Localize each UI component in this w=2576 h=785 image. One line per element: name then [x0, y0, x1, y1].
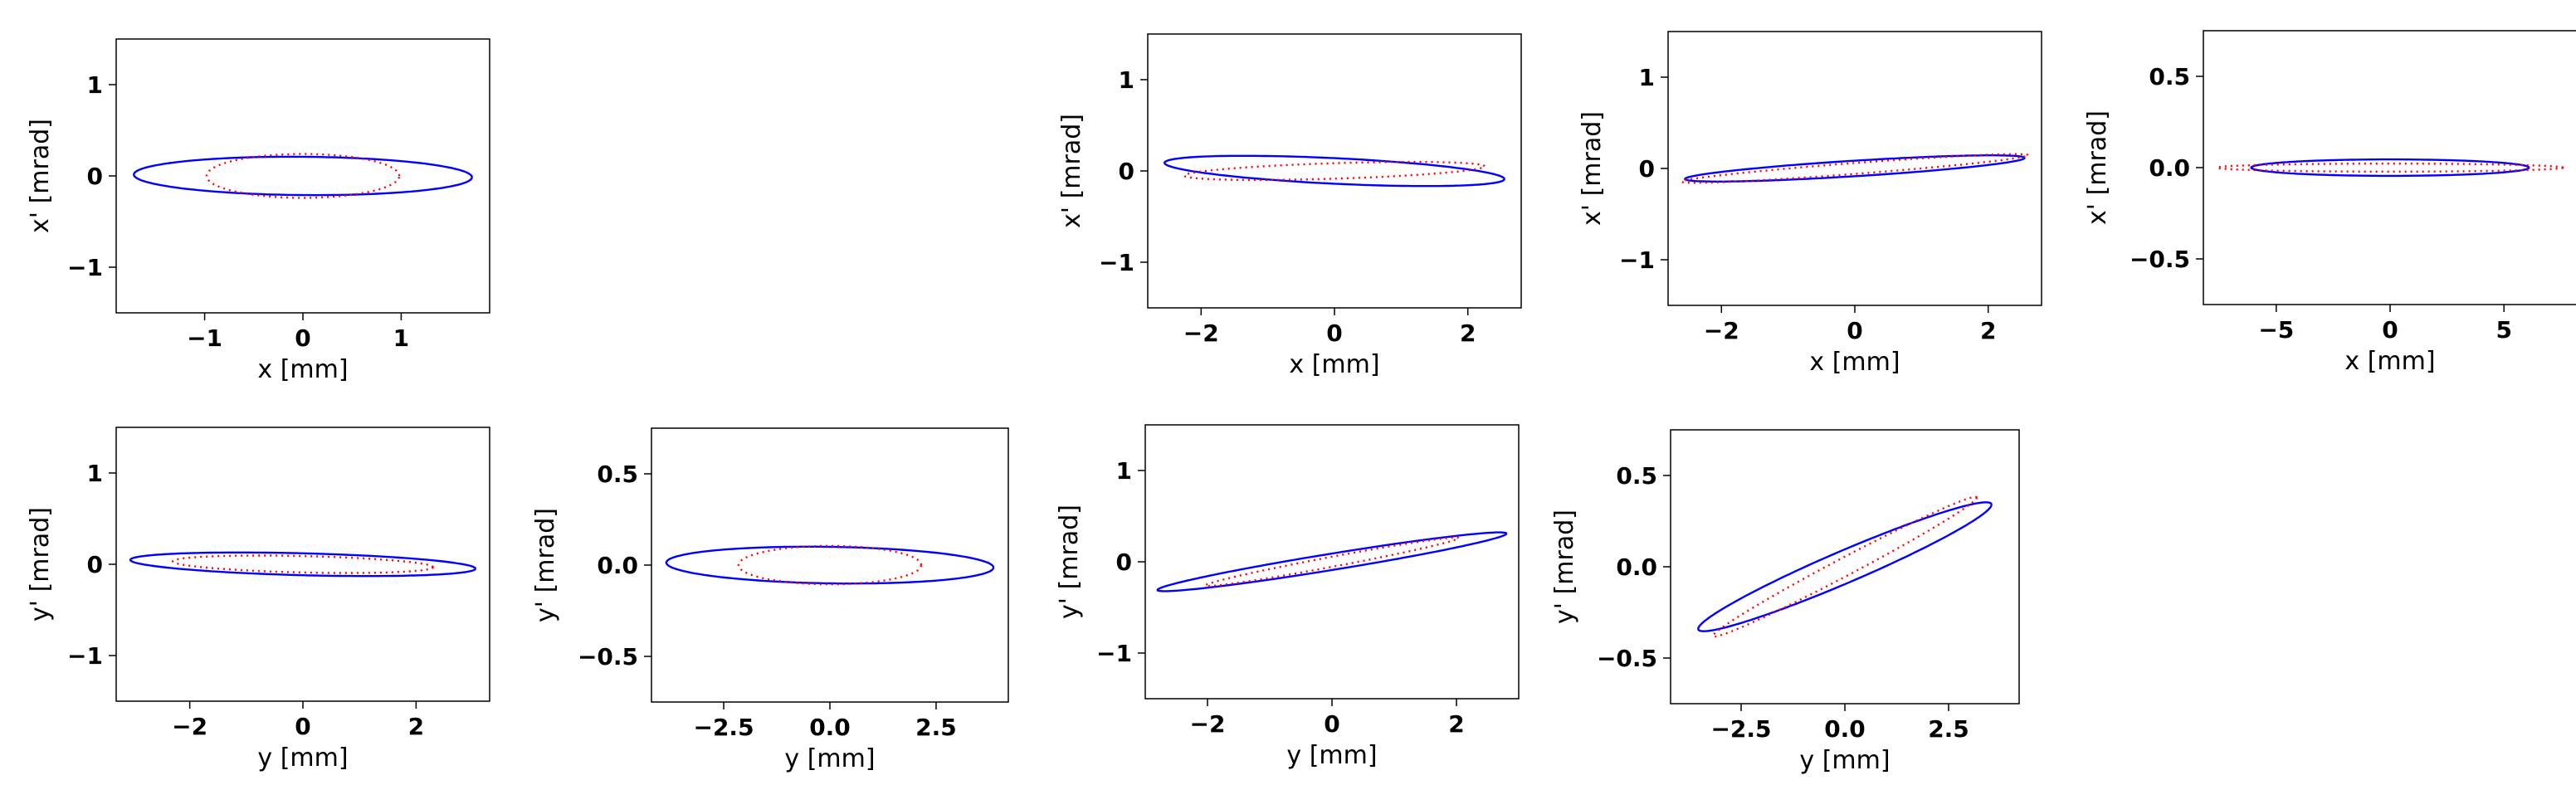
x-tick-label: −2 [1704, 317, 1739, 344]
ellipse-dotted-1 [1681, 153, 2029, 184]
x-tick-label: 2 [1448, 710, 1464, 738]
x-tick-label: 2 [1980, 317, 1996, 344]
y-axis-label: y' [mrad] [1055, 505, 1084, 619]
panel-row1-col4: −2 0 2 −1 0 1 x [mm] x' [mrad] [1578, 31, 2042, 377]
panel-row2-col1: −2 0 2 −1 0 1 y [mm] y' [mrad] [26, 427, 490, 773]
ellipse-dotted-1 [171, 554, 434, 574]
y-tick-label: 0.0 [2149, 154, 2190, 182]
x-axis-label: y [mm] [1799, 746, 1890, 775]
axes-frame [1670, 429, 2020, 705]
x-axis-label: y [mm] [1286, 741, 1377, 770]
panel-row2-col3: −2 0 2 −1 0 1 y [mm] y' [mrad] [1055, 424, 1520, 770]
y-tick-label: 0 [87, 163, 103, 190]
y-tick-label: 0.0 [597, 552, 638, 579]
y-tick-label: 0.5 [597, 461, 638, 488]
panel-row1-col5: −5 0 5 −0.5 0.0 0.5 x [mm] x' [mrad] [2083, 30, 2576, 376]
y-tick-label: 1 [1639, 64, 1655, 91]
axes-frame [115, 38, 490, 314]
axes-frame [2203, 30, 2576, 305]
y-tick-label: −1 [1099, 249, 1134, 276]
y-tick-label: 0.0 [1616, 553, 1657, 581]
y-tick-label: 0 [1119, 158, 1134, 185]
ellipse-solid-0 [2250, 158, 2530, 178]
ellipse-solid-0 [1163, 154, 1505, 188]
panel-row1-col1: −1 0 1 −1 0 1 x [mm] x' [mrad] [26, 38, 490, 384]
y-axis-label: x' [mrad] [26, 119, 55, 233]
y-axis-label: x' [mrad] [1578, 111, 1607, 226]
x-axis-label: x [mm] [2344, 347, 2435, 376]
x-tick-label: 0 [295, 324, 310, 352]
y-tick-label: −1 [67, 642, 103, 670]
y-tick-label: −0.5 [1597, 645, 1657, 672]
ellipse-dotted-1 [1183, 160, 1486, 182]
x-tick-label: −2 [172, 713, 207, 740]
x-tick-label: 5 [2496, 316, 2511, 344]
x-tick-label: 0 [2382, 316, 2398, 344]
ellipse-solid-0 [133, 155, 473, 197]
x-axis-label: x [mm] [257, 355, 348, 384]
ellipse-dotted-1 [2216, 162, 2564, 173]
y-tick-label: −1 [1619, 246, 1655, 274]
x-tick-label: −5 [2258, 316, 2294, 344]
ellipse-solid-0 [1156, 531, 1508, 592]
x-tick-label: −1 [187, 324, 222, 352]
y-axis-label: y' [mrad] [1550, 510, 1579, 624]
axes-frame [1147, 33, 1522, 309]
y-tick-label: −0.5 [2130, 246, 2190, 273]
panel-row1-col3: −2 0 2 −1 0 1 x [mm] x' [mrad] [1057, 33, 1522, 379]
y-tick-label: 1 [1116, 457, 1132, 485]
y-tick-label: 0 [1116, 549, 1132, 576]
x-tick-label: 2 [408, 713, 424, 740]
x-tick-label: −2 [1190, 710, 1226, 738]
y-tick-label: 1 [87, 71, 103, 99]
axes-frame [115, 427, 490, 702]
x-tick-label: 0 [1326, 319, 1342, 347]
ellipse-solid-0 [1684, 154, 2026, 183]
ellipse-solid-0 [1697, 501, 1993, 632]
y-tick-label: −1 [1096, 640, 1132, 667]
x-tick-label: 0.0 [1824, 715, 1866, 743]
ellipse-solid-0 [665, 545, 995, 585]
y-axis-label: y' [mrad] [531, 508, 560, 622]
x-tick-label: −2.5 [1710, 715, 1771, 743]
x-tick-label: 1 [393, 324, 409, 352]
x-axis-label: y [mm] [257, 744, 348, 773]
x-tick-label: 2.5 [1928, 715, 1969, 743]
x-tick-label: 2 [1460, 319, 1476, 347]
x-axis-label: y [mm] [784, 744, 875, 773]
x-tick-label: 2.5 [915, 714, 957, 741]
y-tick-label: 1 [1119, 66, 1134, 94]
x-tick-label: 0 [1324, 710, 1339, 738]
axes-frame [651, 427, 1009, 703]
y-tick-label: 0 [1639, 155, 1655, 183]
x-tick-label: 0 [1847, 317, 1862, 344]
ellipse-dotted-1 [1204, 536, 1460, 588]
ellipse-dotted-1 [737, 544, 923, 586]
y-axis-label: x' [mrad] [2083, 110, 2112, 225]
y-tick-label: 0.5 [1616, 462, 1657, 490]
y-tick-label: −0.5 [578, 643, 638, 670]
axes-frame [1667, 31, 2042, 306]
y-axis-label: x' [mrad] [1057, 114, 1086, 228]
ellipse-solid-0 [129, 551, 477, 578]
panel-row2-col2: −2.5 0.0 2.5 −0.5 0.0 0.5 y [mm] y' [mrad] [531, 427, 1009, 773]
axes-frame [1144, 424, 1520, 700]
x-tick-label: 0.0 [809, 714, 851, 741]
y-axis-label: y' [mrad] [26, 507, 55, 622]
x-axis-label: x [mm] [1289, 350, 1379, 379]
y-tick-label: 0 [87, 551, 103, 578]
ellipse-dotted-1 [1711, 495, 1978, 638]
y-tick-label: 0.5 [2149, 63, 2190, 90]
x-tick-label: 0 [295, 713, 310, 740]
ellipse-dotted-1 [205, 153, 401, 199]
x-axis-label: x [mm] [1809, 348, 1900, 377]
x-tick-label: −2 [1183, 319, 1219, 347]
x-tick-label: −2.5 [693, 714, 754, 741]
panel-row2-col4: −2.5 0.0 2.5 −0.5 0.0 0.5 y [mm] y' [mrad] [1550, 429, 2020, 775]
y-tick-label: −1 [67, 254, 103, 281]
y-tick-label: 1 [87, 460, 103, 487]
